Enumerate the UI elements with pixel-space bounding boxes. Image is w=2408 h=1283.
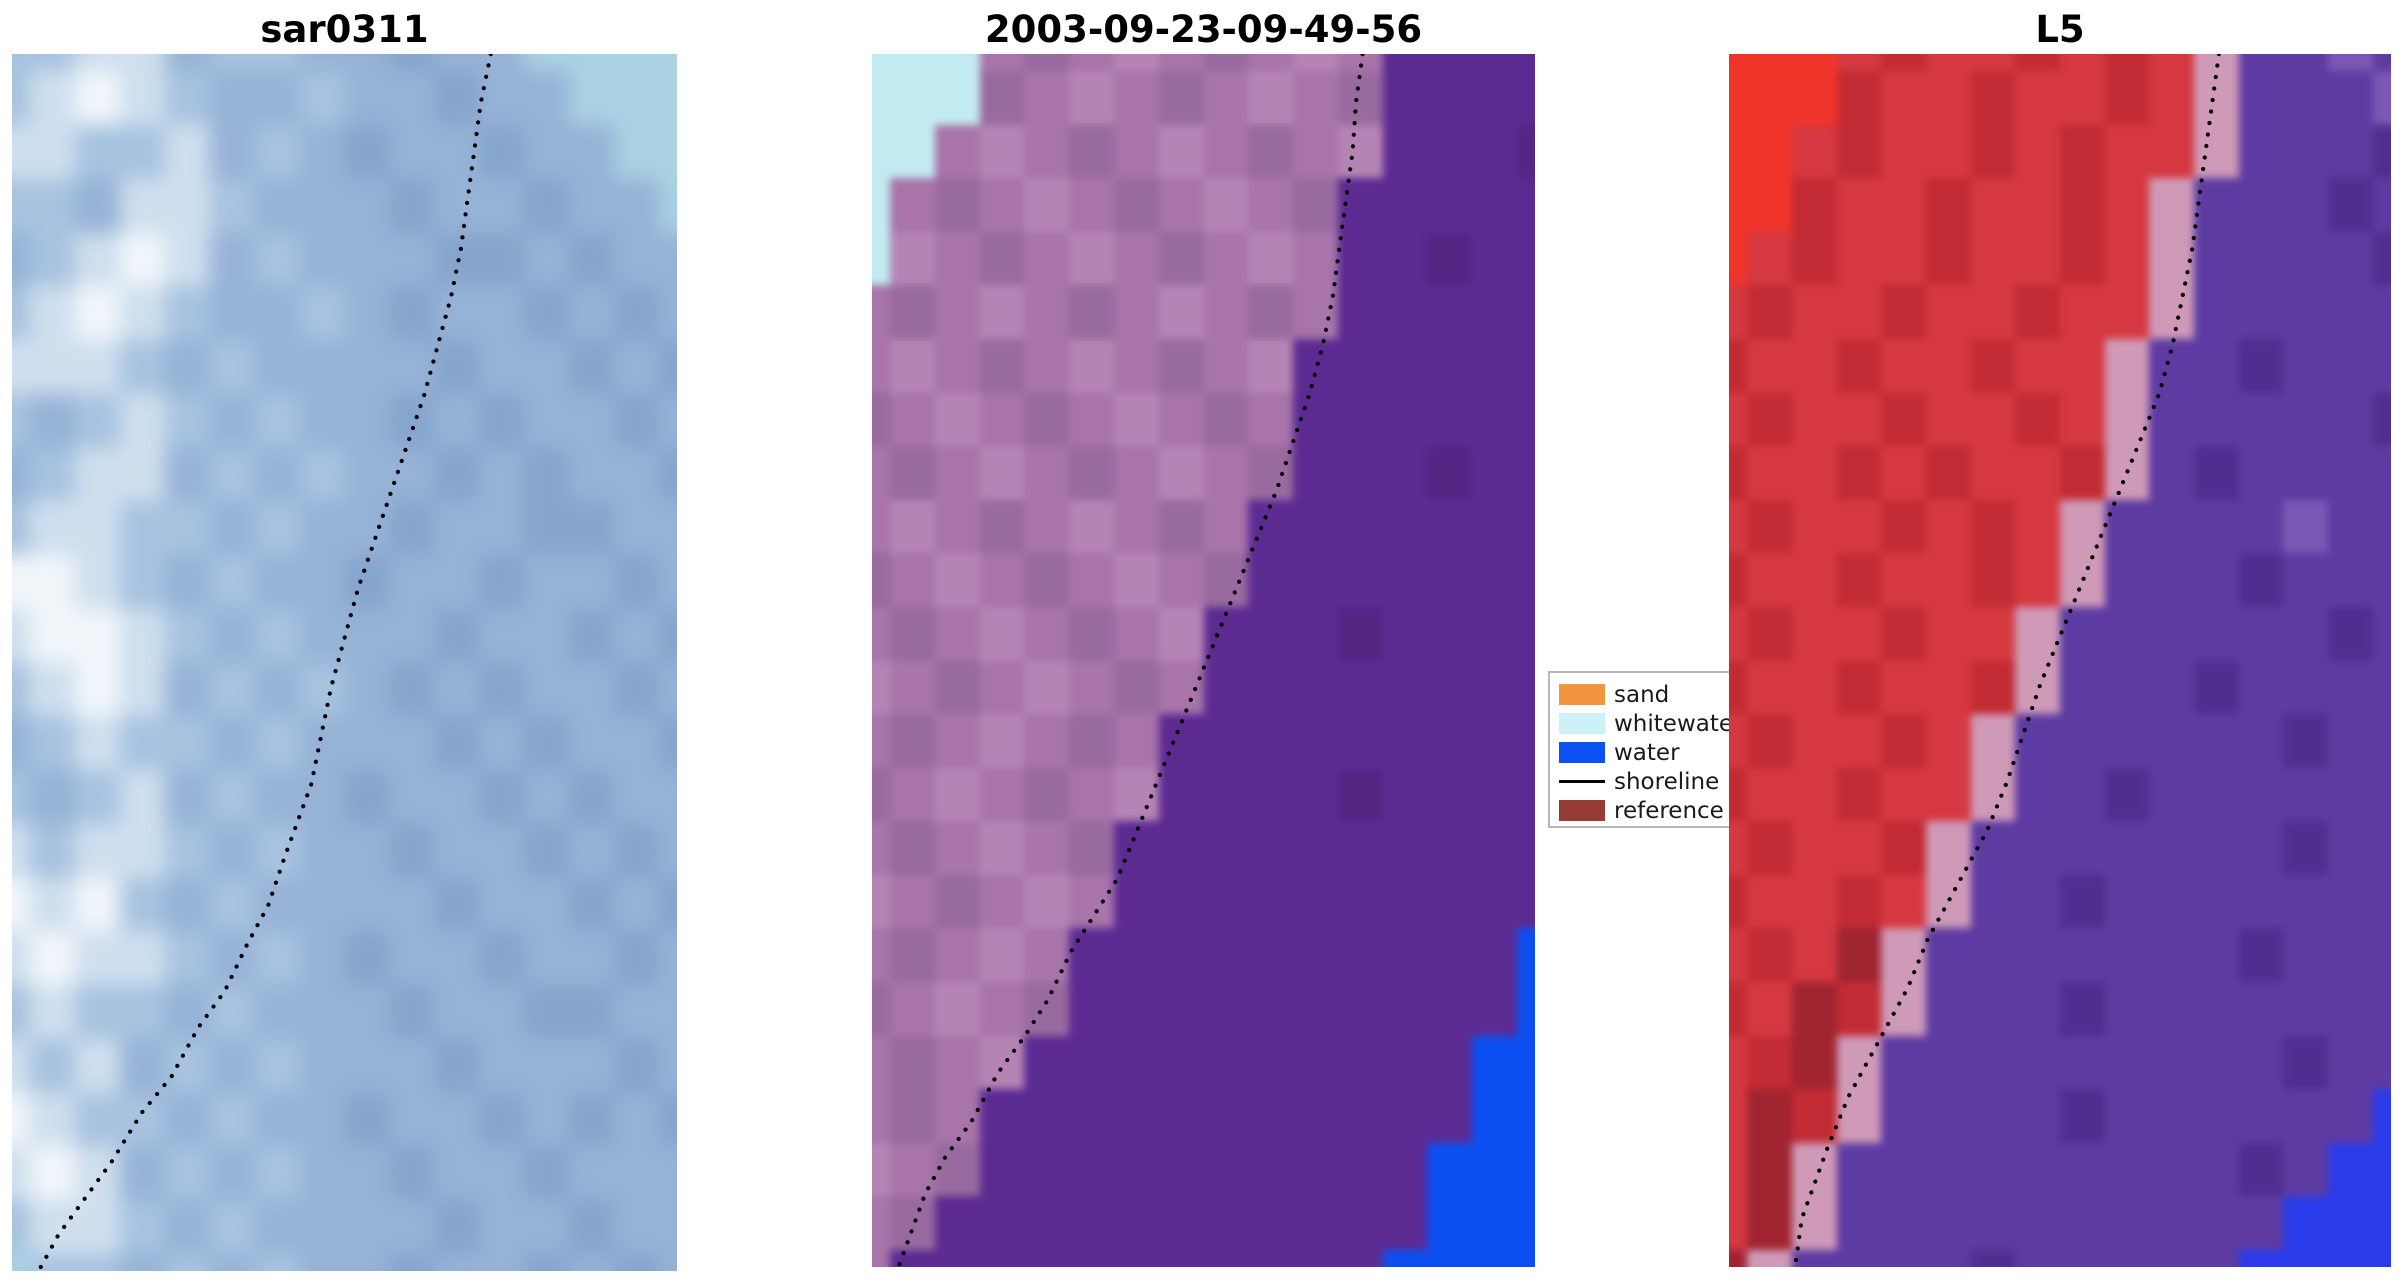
water-swatch [1559,742,1605,763]
legend-label: shoreline [1614,768,1720,795]
sar-image-pixels [12,54,677,1271]
panel-title-date: 2003-09-23-09-49-56 [984,8,1423,51]
legend-item-sand: sand [1559,680,1729,709]
classified-image-pixels [872,54,1535,1267]
l5-image-pixels [1729,54,2391,1267]
legend-item-whitewater: whitewater [1559,709,1729,738]
shoreline-overlay [896,54,1365,1267]
legend-label: reference s [1614,797,1729,824]
legend-item-shoreline: shoreline [1559,767,1729,796]
shoreline-overlay [1793,54,2221,1267]
panel-title-sar: sar0311 [260,8,429,51]
legend-item-reference-shoreline: reference s [1559,796,1729,825]
panel-title-l5: L5 [2035,8,2085,51]
legend: sand whitewater water shoreline referenc… [1548,671,1729,828]
whitewater-swatch [1559,713,1605,734]
shoreline-line-swatch [1559,780,1605,783]
legend-label: whitewater [1614,710,1729,737]
sar-image-panel [12,54,677,1271]
legend-label: sand [1614,681,1670,708]
classified-image-panel [872,54,1535,1267]
legend-item-water: water [1559,738,1729,767]
l5-image-panel [1729,54,2391,1267]
shoreline-overlay [36,54,493,1271]
reference-shoreline-swatch [1559,800,1605,821]
legend-label: water [1614,739,1680,766]
sand-swatch [1559,684,1605,705]
